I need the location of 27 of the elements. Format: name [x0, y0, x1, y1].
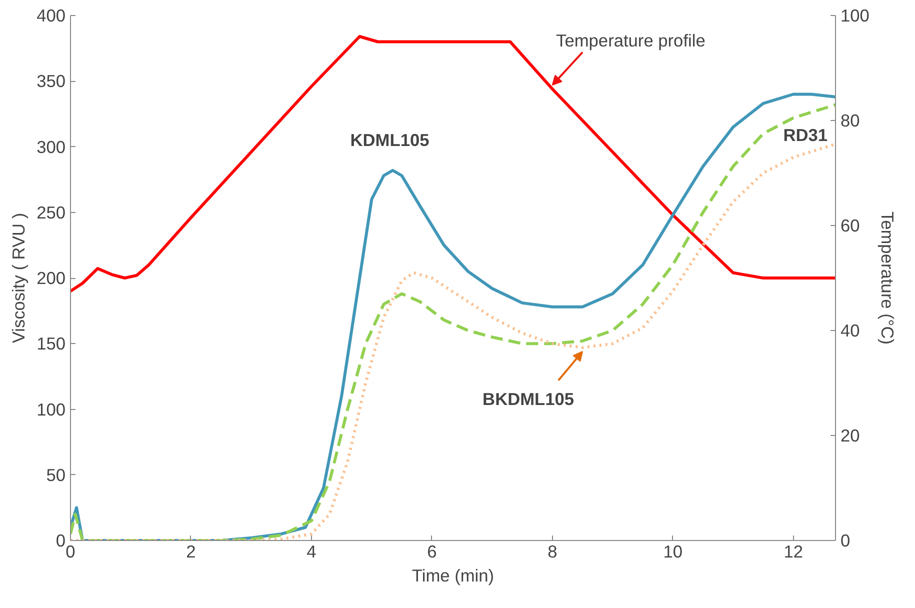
- y-axis-title: Viscosity ( RVU ): [8, 212, 29, 344]
- line-series: [70, 35, 836, 293]
- y2-axis-title: Temperature (°C): [877, 211, 898, 345]
- x-tick-label: 2: [186, 542, 196, 562]
- y-tick-label: 350: [36, 71, 66, 92]
- x-tick-label: 12: [784, 542, 803, 562]
- y-tick-label: 200: [36, 268, 66, 288]
- series-label: Temperature profile: [556, 30, 706, 50]
- text: BKDML105: [482, 388, 574, 409]
- y2-tick-label: 100: [840, 6, 870, 26]
- y-tick-label: 250: [36, 202, 66, 222]
- y2-tick-label: 80: [840, 110, 860, 130]
- y-tick-label: 100: [36, 399, 66, 420]
- x-tick-label: 6: [427, 542, 437, 562]
- x-axis-title: Time (min): [412, 566, 494, 586]
- y-tick-label: 400: [36, 6, 66, 26]
- series-label: RD31: [783, 124, 828, 145]
- x-tick-label: 8: [548, 542, 558, 562]
- y-tick-label: 150: [36, 334, 66, 354]
- y2-tick-label: 60: [840, 216, 860, 236]
- y-tick-label: 50: [46, 464, 66, 485]
- y2-tick-label: 20: [840, 426, 860, 446]
- x-tick-label: 10: [663, 542, 683, 562]
- x-tick-label: 4: [306, 542, 317, 562]
- y2-tick-label: 40: [840, 320, 860, 340]
- y-tick-label: 300: [36, 136, 66, 157]
- series-label: KDML105: [350, 130, 430, 150]
